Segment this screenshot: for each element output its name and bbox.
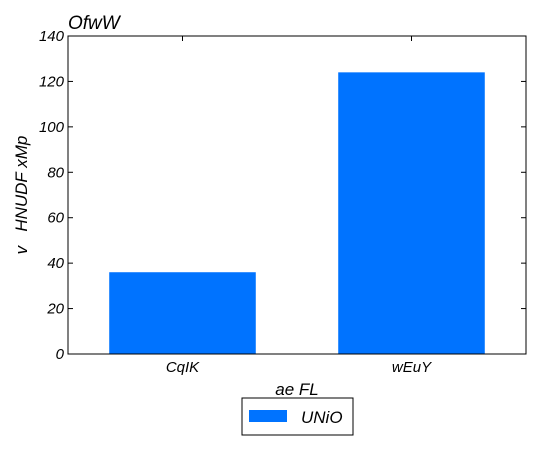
bar-weuy xyxy=(338,72,485,354)
bars-group xyxy=(109,72,485,354)
y-tick-label: 20 xyxy=(46,301,64,318)
legend: UNiO xyxy=(241,397,354,436)
legend-label-uni-o: UNiO xyxy=(301,408,343,427)
y-tick-label: 100 xyxy=(39,119,65,136)
x-tick-label: wEuY xyxy=(392,359,432,376)
bar-cqik xyxy=(109,272,256,354)
y-tick-label: 80 xyxy=(47,164,64,181)
y-tick-label: 60 xyxy=(47,210,64,227)
y-tick-label: 140 xyxy=(39,28,65,45)
x-tick-label: CqIK xyxy=(166,359,200,376)
y-axis-label: v HNUDF xMp xyxy=(12,136,31,255)
plot-frame xyxy=(67,35,527,355)
chart-title: OfwW xyxy=(68,13,122,34)
y-axis-ticks: 0 20 40 60 80 100 120 140 xyxy=(39,28,526,363)
y-tick-label: 0 xyxy=(56,346,65,363)
y-tick-label: 40 xyxy=(47,255,64,272)
x-axis-label: ae FL xyxy=(275,380,318,399)
legend-swatch-uni-o xyxy=(249,410,287,422)
x-axis-ticks: CqIK wEuY xyxy=(166,36,432,376)
y-tick-label: 120 xyxy=(39,73,65,90)
